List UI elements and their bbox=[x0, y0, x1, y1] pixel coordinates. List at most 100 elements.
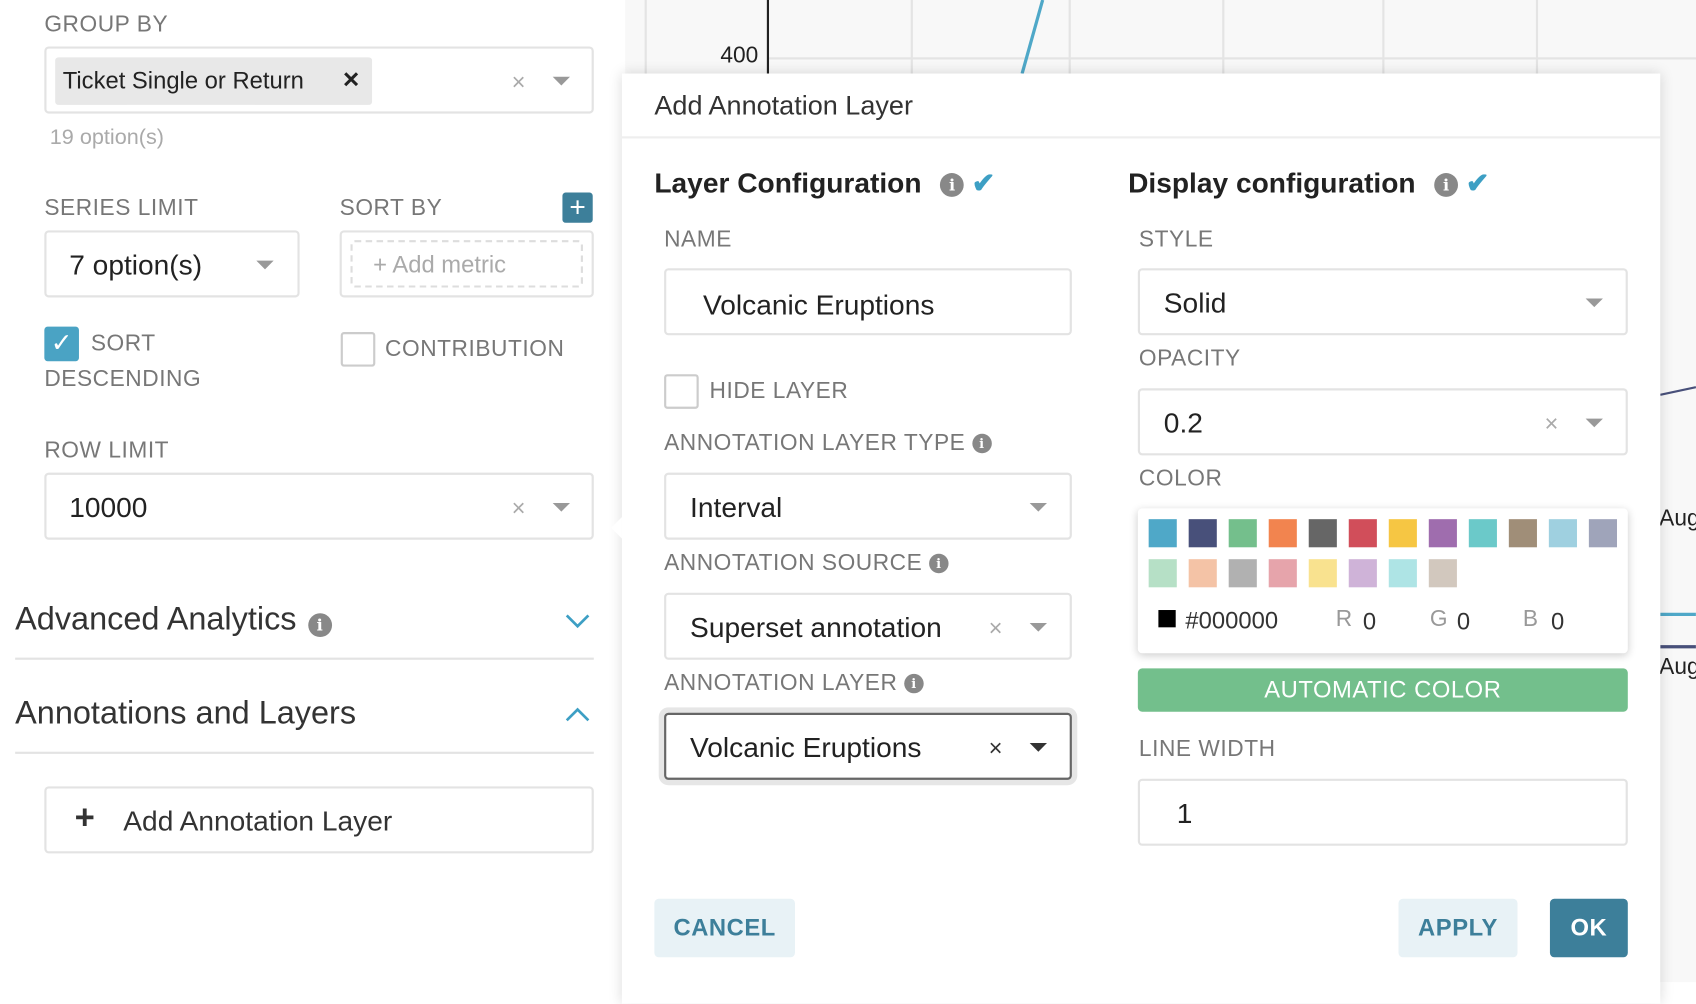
color-swatch[interactable] bbox=[1148, 519, 1177, 548]
explore-view: 400 Aug Aug GROUP BY Ticket Single or Re… bbox=[0, 0, 1696, 983]
row-limit-label: ROW LIMIT bbox=[44, 438, 170, 463]
sort-descending-label-2: DESCENDING bbox=[44, 366, 202, 392]
b-label: B bbox=[1522, 606, 1539, 632]
hex-input[interactable]: #000000 bbox=[1185, 606, 1279, 634]
ok-button[interactable]: OK bbox=[1549, 898, 1628, 958]
clear-icon[interactable]: × bbox=[511, 494, 526, 522]
name-input[interactable]: Volcanic Eruptions bbox=[664, 268, 1072, 336]
r-input[interactable]: 0 bbox=[1362, 607, 1377, 635]
chevron-up-icon[interactable] bbox=[565, 706, 591, 723]
b-input[interactable]: 0 bbox=[1551, 607, 1565, 635]
chevron-down-icon[interactable] bbox=[552, 502, 571, 512]
color-swatch[interactable] bbox=[1428, 519, 1457, 548]
automatic-color-button[interactable]: AUTOMATIC COLOR bbox=[1137, 668, 1628, 712]
clear-icon[interactable]: × bbox=[1544, 409, 1559, 437]
color-swatch[interactable] bbox=[1428, 559, 1457, 588]
chevron-down-icon[interactable] bbox=[1029, 743, 1047, 752]
color-swatch[interactable] bbox=[1468, 519, 1497, 548]
color-swatch[interactable] bbox=[1188, 519, 1217, 548]
apply-button[interactable]: APPLY bbox=[1398, 898, 1518, 958]
source-value: Superset annotation bbox=[690, 611, 942, 644]
color-swatch[interactable] bbox=[1308, 519, 1337, 548]
contribution-checkbox[interactable] bbox=[340, 332, 376, 367]
series-limit-label: SERIES LIMIT bbox=[44, 195, 199, 221]
color-swatch[interactable] bbox=[1548, 519, 1577, 548]
chevron-down-icon[interactable] bbox=[552, 76, 571, 86]
group-by-label: GROUP BY bbox=[44, 11, 169, 37]
info-icon: i bbox=[940, 173, 964, 197]
cancel-button[interactable]: CANCEL bbox=[654, 898, 795, 958]
color-swatch[interactable] bbox=[1268, 559, 1297, 588]
color-swatch[interactable] bbox=[1588, 519, 1617, 548]
layer-value: Volcanic Eruptions bbox=[690, 731, 922, 764]
popover-title: Add Annotation Layer bbox=[654, 90, 913, 122]
sort-by-field[interactable]: + Add metric bbox=[339, 230, 594, 298]
chevron-down-icon[interactable] bbox=[256, 260, 274, 270]
add-annotation-layer-button[interactable]: + Add Annotation Layer bbox=[44, 786, 594, 854]
section-annotations-and-layers[interactable]: Annotations and Layers bbox=[15, 695, 594, 754]
annotation-layer-type-label: ANNOTATION LAYER TYPE i bbox=[664, 430, 992, 456]
chevron-down-icon[interactable] bbox=[1585, 298, 1603, 308]
color-swatch[interactable] bbox=[1508, 519, 1537, 548]
color-swatch[interactable] bbox=[1268, 519, 1297, 548]
display-configuration-heading: Display configuration i ✔ bbox=[1128, 167, 1489, 201]
section-advanced-analytics[interactable]: Advanced Analytics i bbox=[15, 601, 594, 660]
color-swatch[interactable] bbox=[1388, 519, 1417, 548]
color-swatch[interactable] bbox=[1348, 519, 1377, 548]
opacity-label: OPACITY bbox=[1138, 346, 1241, 371]
check-icon: ✔ bbox=[971, 166, 996, 200]
x-tick-label: Aug bbox=[1659, 654, 1696, 680]
add-metric-placeholder: + Add metric bbox=[373, 250, 507, 278]
info-icon: i bbox=[1434, 173, 1459, 197]
line-width-value: 1 bbox=[1176, 797, 1193, 830]
color-swatch[interactable] bbox=[1308, 559, 1337, 588]
opacity-select[interactable]: 0.2 × bbox=[1137, 388, 1628, 456]
opacity-value: 0.2 bbox=[1163, 406, 1203, 440]
line-width-input[interactable]: 1 bbox=[1137, 778, 1628, 846]
chart-lines bbox=[1020, 0, 1696, 649]
chevron-down-icon[interactable] bbox=[1029, 623, 1047, 632]
style-select[interactable]: Solid bbox=[1137, 268, 1628, 336]
g-input[interactable]: 0 bbox=[1456, 607, 1471, 635]
style-value: Solid bbox=[1163, 286, 1227, 320]
clear-icon[interactable]: × bbox=[988, 614, 1003, 642]
color-swatch[interactable] bbox=[1228, 559, 1257, 588]
info-icon: i bbox=[929, 554, 949, 574]
chevron-down-icon[interactable] bbox=[1585, 418, 1603, 428]
color-swatch[interactable] bbox=[1148, 559, 1177, 588]
color-swatch[interactable] bbox=[1348, 559, 1377, 588]
series-limit-select[interactable]: 7 option(s) bbox=[44, 230, 300, 298]
add-annotation-layer-label: Add Annotation Layer bbox=[123, 804, 393, 838]
annotation-layer-type-select[interactable]: Interval bbox=[664, 472, 1072, 540]
plus-icon: + bbox=[74, 797, 95, 837]
sort-descending-checkbox[interactable]: ✓ bbox=[44, 326, 79, 362]
color-swatch[interactable] bbox=[1388, 559, 1417, 588]
check-icon: ✔ bbox=[1465, 166, 1490, 200]
sort-descending-label: SORT bbox=[90, 330, 156, 356]
annotation-source-select[interactable]: Superset annotation × bbox=[664, 592, 1072, 660]
tag-remove-icon[interactable]: × bbox=[342, 62, 360, 96]
annotation-layer-popover: Add Annotation Layer Layer Configuration… bbox=[611, 73, 1661, 1004]
name-label: NAME bbox=[664, 227, 732, 253]
info-icon: i bbox=[307, 613, 332, 637]
hide-layer-checkbox[interactable] bbox=[664, 374, 699, 409]
color-swatch[interactable] bbox=[1188, 559, 1217, 588]
row-limit-select[interactable]: 10000 × bbox=[44, 472, 594, 540]
annotation-layer-select[interactable]: Volcanic Eruptions × bbox=[664, 712, 1072, 780]
label-text: ANNOTATION LAYER TYPE bbox=[664, 430, 966, 456]
tag-label: Ticket Single or Return bbox=[62, 67, 304, 95]
row-limit-value: 10000 bbox=[69, 491, 148, 524]
clear-icon[interactable]: × bbox=[988, 734, 1003, 762]
layer-configuration-heading: Layer Configuration i ✔ bbox=[654, 167, 995, 201]
chevron-down-icon[interactable] bbox=[1029, 502, 1047, 512]
annotation-source-label: ANNOTATION SOURCE i bbox=[664, 551, 949, 577]
control-panel: GROUP BY Ticket Single or Return × × 19 … bbox=[0, 0, 624, 983]
chevron-down-icon[interactable] bbox=[565, 612, 591, 629]
group-by-select[interactable]: Ticket Single or Return × × bbox=[44, 46, 594, 114]
contribution-label: CONTRIBUTION bbox=[385, 336, 565, 362]
section-title: Advanced Analytics bbox=[15, 601, 297, 638]
clear-icon[interactable]: × bbox=[511, 68, 526, 96]
color-swatch[interactable] bbox=[1228, 519, 1257, 548]
add-sort-button[interactable]: + bbox=[562, 192, 593, 223]
type-value: Interval bbox=[690, 491, 783, 524]
